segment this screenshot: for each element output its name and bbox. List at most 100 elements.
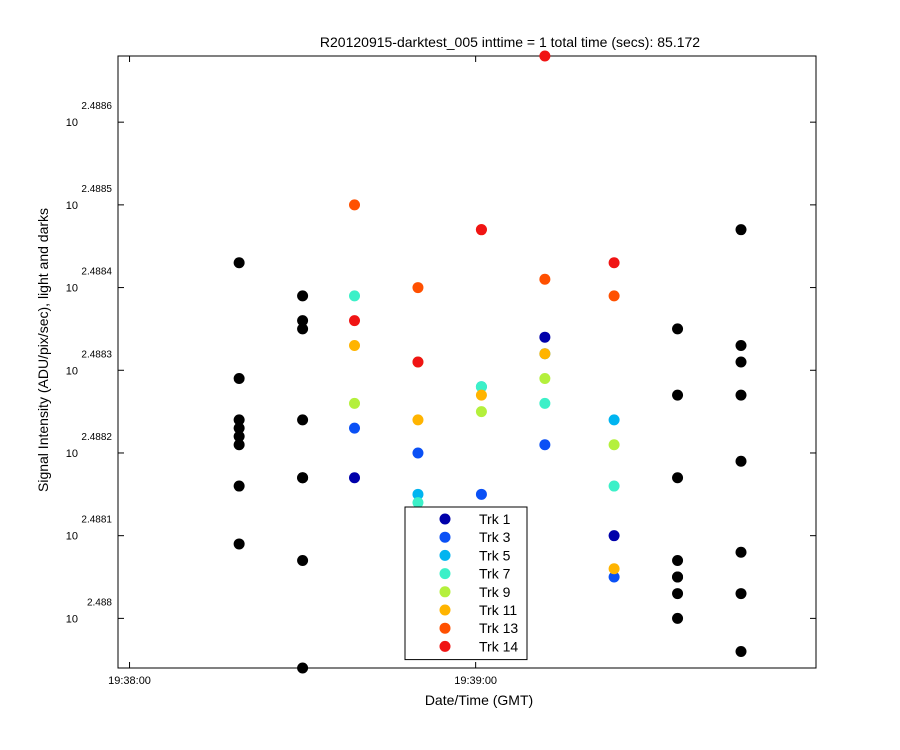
data-point-trk-3	[412, 447, 424, 459]
chart-title: R20120915-darktest_005 inttime = 1 total…	[320, 34, 700, 50]
y-tick-label-base: 10	[66, 365, 78, 377]
data-point-dark	[735, 356, 747, 368]
data-point-trk-9	[608, 439, 620, 451]
data-point-dark	[297, 662, 309, 674]
data-point-dark	[735, 645, 747, 657]
data-point-trk-1	[349, 472, 361, 484]
x-tick-label: 19:39:00	[454, 675, 497, 687]
legend-marker	[439, 568, 451, 580]
data-point-trk-1	[608, 530, 620, 542]
data-point-dark	[735, 339, 747, 351]
legend-entry-label: Trk 3	[479, 529, 511, 545]
y-tick-label-base: 10	[66, 613, 78, 625]
data-point-trk-7	[412, 497, 424, 509]
data-point-dark	[672, 389, 684, 401]
data-point-trk-9	[349, 397, 361, 409]
data-point-trk-7	[475, 381, 487, 393]
data-point-dark	[672, 571, 684, 583]
legend-marker	[439, 549, 451, 561]
y-tick-label-exponent: 2.4885	[81, 184, 112, 195]
legend-entry-label: Trk 13	[479, 620, 518, 636]
data-point-dark	[297, 315, 309, 327]
legend-entry-label: Trk 9	[479, 584, 511, 600]
legend-marker	[439, 622, 451, 634]
data-point-trk-3	[608, 571, 620, 583]
legend-marker	[439, 604, 451, 616]
data-point-trk-5	[608, 414, 620, 426]
data-point-trk-14	[475, 224, 487, 236]
y-tick-label-exponent: 2.488	[87, 597, 112, 608]
y-tick-label-exponent: 2.4881	[81, 515, 112, 526]
y-tick-label-exponent: 2.4884	[81, 267, 112, 278]
data-point-trk-7	[349, 290, 361, 302]
y-tick-label-base: 10	[66, 117, 78, 129]
data-point-trk-7	[608, 480, 620, 492]
y-axis: 102.488102.4881102.4882102.4883102.48841…	[66, 101, 816, 625]
data-point-dark	[233, 439, 245, 451]
y-tick-label-base: 10	[66, 283, 78, 295]
data-point-dark	[735, 546, 747, 558]
x-axis-label: Date/Time (GMT)	[425, 692, 533, 708]
data-point-dark	[735, 224, 747, 236]
legend-marker	[439, 513, 451, 525]
data-point-trk-3	[475, 488, 487, 500]
data-point-dark	[672, 472, 684, 484]
data-point-trk-14	[539, 50, 551, 62]
legend-entry-label: Trk 7	[479, 566, 511, 582]
data-point-trk-9	[539, 373, 551, 385]
data-point-dark	[672, 323, 684, 335]
data-point-dark	[297, 290, 309, 302]
data-point-dark	[735, 455, 747, 467]
data-point-dark	[297, 323, 309, 335]
x-tick-label: 19:38:00	[108, 675, 151, 687]
y-tick-label-base: 10	[66, 531, 78, 543]
data-point-trk-5	[412, 488, 424, 500]
data-point-trk-13	[412, 282, 424, 294]
data-point-trk-11	[349, 339, 361, 351]
data-point-dark	[297, 414, 309, 426]
data-point-dark	[233, 538, 245, 550]
data-point-dark	[672, 612, 684, 624]
y-axis-label: Signal Intensity (ADU/pix/sec), light an…	[35, 208, 51, 492]
legend-box	[404, 506, 528, 661]
data-point-trk-11	[608, 563, 620, 575]
data-point-dark	[672, 554, 684, 566]
data-point-trk-13	[349, 199, 361, 211]
legend-marker	[439, 640, 451, 652]
y-tick-label-base: 10	[66, 200, 78, 212]
data-point-trk-3	[349, 422, 361, 434]
x-axis: 19:38:00 19:39:00	[108, 56, 497, 687]
y-tick-label-exponent: 2.4886	[81, 101, 112, 112]
data-point-trk-9	[475, 406, 487, 418]
data-point-trk-11	[412, 414, 424, 426]
data-point-dark	[233, 422, 245, 434]
data-points	[233, 50, 747, 674]
data-point-trk-13	[539, 273, 551, 285]
data-point-trk-13	[608, 290, 620, 302]
data-point-trk-1	[539, 331, 551, 343]
legend-entry-label: Trk 1	[479, 511, 511, 527]
data-point-trk-3	[539, 439, 551, 451]
data-point-trk-11	[475, 389, 487, 401]
legend-entry-label: Trk 11	[479, 602, 517, 618]
data-point-dark	[672, 588, 684, 600]
y-tick-label-base: 10	[66, 448, 78, 460]
y-tick-label-exponent: 2.4882	[81, 432, 112, 443]
legend-entry-label: Trk 5	[479, 547, 511, 563]
data-point-dark	[297, 472, 309, 484]
data-point-trk-14	[349, 315, 361, 327]
data-point-trk-11	[539, 348, 551, 360]
data-point-dark	[233, 373, 245, 385]
data-point-trk-14	[608, 257, 620, 269]
data-point-dark	[233, 480, 245, 492]
data-point-dark	[735, 389, 747, 401]
legend-entry-label: Trk 14	[479, 638, 518, 654]
legend-marker	[439, 586, 451, 598]
data-point-dark	[735, 588, 747, 600]
data-point-trk-14	[412, 356, 424, 368]
data-point-dark	[297, 554, 309, 566]
legend-marker	[439, 531, 451, 543]
data-point-dark	[233, 257, 245, 269]
data-point-dark	[233, 430, 245, 442]
